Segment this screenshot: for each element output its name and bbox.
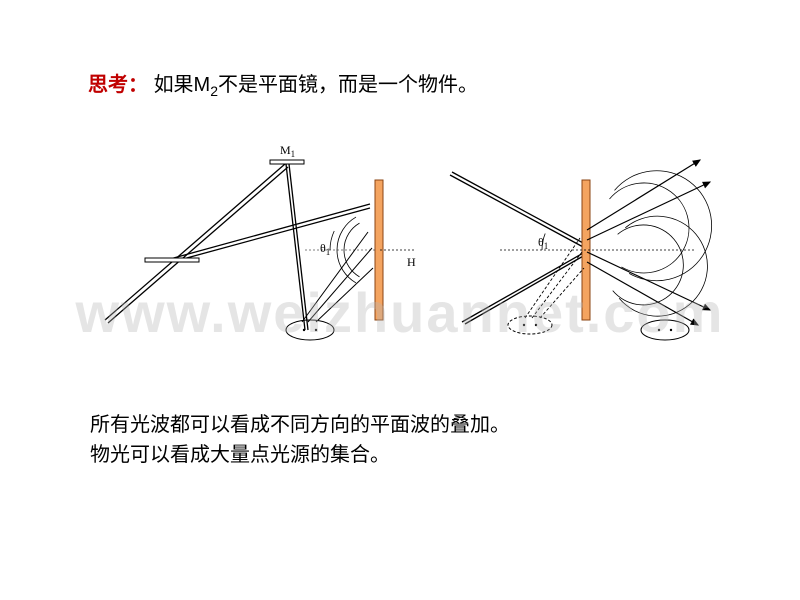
heading-rest: 如果M2不是平面镜，而是一个物件。	[154, 74, 478, 96]
svg-text:H: H	[407, 255, 416, 269]
bottom-line-2: 物光可以看成大量点光源的集合。	[90, 440, 510, 470]
heading: 思考： 如果M2不是平面镜，而是一个物件。	[88, 68, 478, 99]
diagram: M1 θ1 Hθ1	[70, 140, 730, 380]
heading-highlight: 思考：	[88, 74, 148, 96]
heading-m2-sub: 2	[210, 83, 218, 99]
svg-text:θ1: θ1	[320, 241, 330, 257]
heading-text-2: 不是平面镜，而是一个物件。	[218, 74, 478, 96]
heading-text-1: 如果M	[154, 74, 211, 96]
svg-text:θ1: θ1	[538, 235, 548, 251]
svg-text:M1: M1	[280, 143, 295, 159]
bottom-line-1: 所有光波都可以看成不同方向的平面波的叠加。	[90, 410, 510, 440]
bottom-text: 所有光波都可以看成不同方向的平面波的叠加。 物光可以看成大量点光源的集合。	[90, 410, 510, 470]
